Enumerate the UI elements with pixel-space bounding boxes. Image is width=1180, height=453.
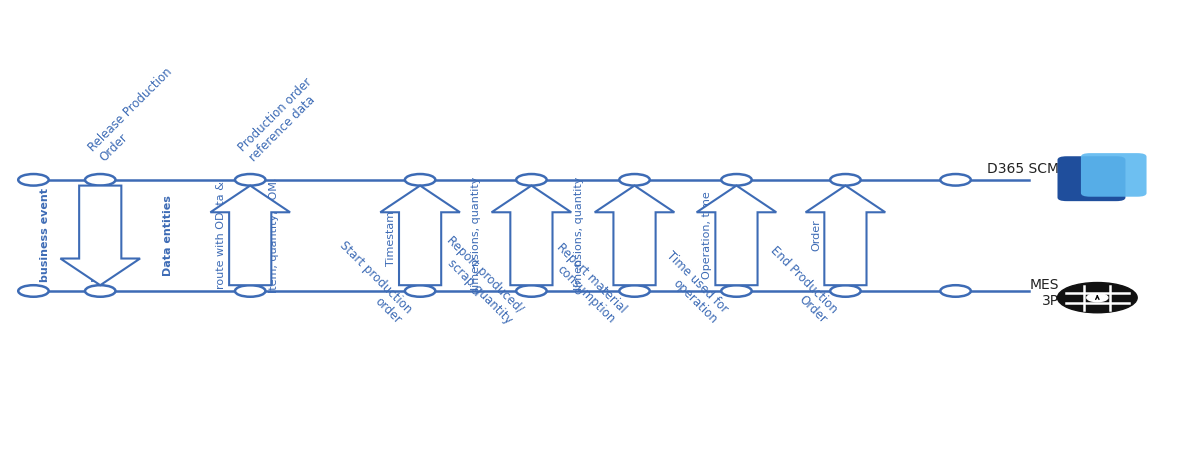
Polygon shape [210,186,290,285]
Text: D365 SCM: D365 SCM [986,162,1058,176]
Text: Start production
order: Start production order [327,238,414,326]
Circle shape [235,174,266,186]
Text: dimensions, quantity: dimensions, quantity [573,177,584,294]
Text: Report material
consumption: Report material consumption [543,241,629,326]
Text: Item, product: Item, product [524,198,533,273]
Circle shape [516,174,546,186]
Circle shape [940,174,971,186]
Polygon shape [60,186,140,285]
Circle shape [721,285,752,297]
Circle shape [1057,283,1138,313]
Polygon shape [806,186,885,285]
FancyBboxPatch shape [1081,153,1147,197]
Polygon shape [595,186,674,285]
Text: Item, quantity, BOM,: Item, quantity, BOM, [269,178,278,293]
Circle shape [516,285,546,297]
Circle shape [405,174,435,186]
Text: Production order: Production order [92,189,103,282]
Circle shape [831,174,860,186]
Text: Release Production
Order: Release Production Order [86,65,185,164]
Text: Timestamp: Timestamp [386,204,395,266]
Circle shape [831,285,860,297]
Text: Order: Order [811,220,821,251]
Text: Production order
reference data: Production order reference data [236,75,326,164]
Text: Time used for
operation: Time used for operation [654,249,730,326]
Circle shape [620,174,650,186]
Text: Report produced/
scrap quantity: Report produced/ scrap quantity [433,234,525,326]
Text: Item, product: Item, product [627,198,636,273]
Circle shape [721,174,752,186]
Text: dimensions, quantity: dimensions, quantity [471,177,480,294]
Circle shape [85,174,116,186]
Polygon shape [492,186,571,285]
Circle shape [620,285,650,297]
Circle shape [18,174,48,186]
Text: business event: business event [40,188,50,282]
Text: MES
3P: MES 3P [1029,278,1058,308]
Circle shape [940,285,971,297]
Text: route with OData &: route with OData & [216,182,225,289]
Polygon shape [696,186,776,285]
Text: Operation, time: Operation, time [702,192,713,279]
Circle shape [18,285,48,297]
Polygon shape [380,186,460,285]
Text: Data entities: Data entities [163,195,173,276]
Circle shape [235,285,266,297]
Circle shape [1087,294,1108,302]
Circle shape [405,285,435,297]
Circle shape [85,285,116,297]
FancyBboxPatch shape [1057,156,1126,201]
Text: End Production
Order: End Production Order [756,244,839,326]
